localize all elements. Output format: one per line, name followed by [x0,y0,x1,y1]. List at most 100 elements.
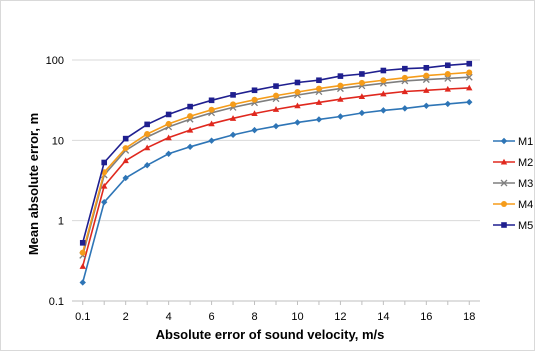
data-point-m2 [294,102,301,109]
data-point-m4 [79,249,86,256]
data-point-m2 [444,85,451,92]
data-point-m4 [358,79,365,86]
x-tick-label: 12 [334,311,346,323]
data-point-m4 [230,101,237,108]
data-point-m5 [423,64,430,71]
data-point-m5 [466,60,473,67]
data-point-m2 [143,144,151,151]
data-point-m2 [101,182,108,189]
data-point-m4 [337,82,344,89]
data-point-m5 [251,87,258,94]
x-axis-title: Absolute error of sound velocity, m/s [156,327,385,342]
legend-label-m5: M5 [518,220,533,232]
data-point-m5 [380,67,387,74]
y-tick-label: 1 [58,216,64,228]
data-point-m5 [337,73,344,79]
data-point-m5 [165,111,172,118]
data-point-m5 [144,121,150,128]
data-point-m5 [208,97,215,104]
data-point-m1 [165,150,172,157]
legend-item-m4: M4 [493,199,533,211]
data-point-m1 [79,279,86,286]
data-point-m5 [79,240,86,246]
data-point-m2 [423,87,430,93]
data-point-m1 [122,174,129,182]
data-point-m1 [186,143,194,151]
data-point-m4 [315,85,322,92]
y-axis-title: Mean absolute error, m [26,113,41,255]
x-tick-label: 0.1 [75,311,90,323]
data-point-m2 [186,126,194,133]
legend-item-m5: M5 [493,220,533,232]
data-point-m1 [466,98,473,106]
x-tick-label: 2 [123,311,129,323]
axes: 0.1 1 10 100 0.1 2 4 6 8 10 12 14 16 18 [46,55,480,323]
legend-marker-m3 [500,179,508,187]
series-m5 [79,60,473,246]
data-point-m1 [143,162,151,169]
legend-label-m1: M1 [518,136,533,148]
data-point-m5 [187,103,193,110]
data-point-m1 [380,107,387,114]
data-point-m5 [316,77,322,84]
legend-item-m3: M3 [493,178,533,190]
data-point-m4 [187,113,194,120]
x-tick-label: 6 [209,311,215,323]
data-point-m2 [401,88,409,95]
x-tick-label: 4 [166,311,172,323]
data-point-m2 [165,134,172,141]
y-tick-label: 0.1 [49,296,64,308]
data-point-m2 [466,84,473,91]
data-point-m2 [251,110,258,117]
data-point-m5 [122,135,129,142]
data-point-m4 [165,120,172,127]
data-point-m1 [337,113,344,120]
data-point-m1 [251,126,258,134]
data-point-m2 [315,99,323,105]
data-point-m4 [380,77,387,84]
data-point-m5 [359,71,365,77]
legend-item-m1: M1 [493,136,533,148]
data-point-m1 [294,119,301,126]
series-m2 [79,84,473,269]
data-point-m1 [444,100,451,108]
data-point-m5 [230,92,236,98]
data-point-m2 [229,115,237,121]
data-point-m4 [401,74,408,81]
x-tick-label: 18 [463,311,475,323]
data-point-m4 [273,92,279,99]
data-point-m4 [294,88,301,95]
legend-label-m2: M2 [518,157,533,169]
data-point-m1 [401,105,409,112]
data-point-m2 [208,120,215,127]
data-point-m5 [101,159,108,166]
legend-marker-m1 [500,137,508,145]
data-point-m1 [101,198,108,206]
y-tick-label: 10 [52,135,64,147]
data-point-m1 [358,109,366,117]
data-point-m4 [251,96,258,103]
x-tick-label: 16 [420,311,432,323]
data-point-m4 [444,70,451,77]
data-point-m2 [122,157,129,164]
data-point-m1 [272,122,280,130]
y-tick-label: 100 [46,55,64,67]
legend-label-m4: M4 [518,199,533,211]
x-tick-label: 10 [291,311,303,323]
legend-label-m3: M3 [518,178,533,190]
legend-marker-m5 [501,222,507,228]
legend: M1 M2 M3 M4 M5 [493,136,533,232]
legend-marker-m2 [500,158,508,165]
data-point-m2 [337,96,344,102]
data-point-m5 [444,62,451,69]
data-point-m5 [273,83,279,89]
series-m1 [79,98,473,286]
data-point-m2 [272,106,280,112]
data-point-m4 [144,130,151,137]
data-point-m3 [444,74,452,82]
data-point-m5 [294,79,301,86]
data-point-m3 [465,73,473,81]
